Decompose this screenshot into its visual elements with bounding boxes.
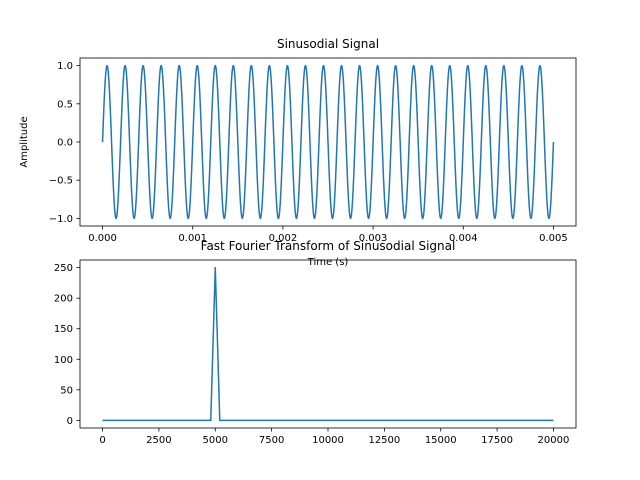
signal-ticks: 0.000 0.001 0.002 0.003 0.004 0.005 −1.0 −0.5 0.…: [49, 61, 568, 244]
fft-ytick-label: 50: [60, 385, 73, 396]
fft-xtick-label: 7500: [259, 435, 284, 446]
fft-series-line: [102, 266, 554, 422]
signal-series-line: [101, 64, 555, 220]
fft-plot: Fast Fourier Transform of Sinusodial Sig…: [54, 239, 577, 446]
signal-xtick-label: 0.000: [88, 233, 117, 244]
fft-axes-frame: [79, 259, 577, 429]
signal-ylabel: Amplitude: [19, 116, 30, 167]
signal-xtick-label: 0.004: [449, 233, 478, 244]
fft-xtick-label: 5000: [203, 435, 228, 446]
signal-plot: Sinusodial Signal 0.000 0.001 0.002 0.003 0.…: [19, 37, 577, 268]
fft-xtick-label: 10000: [312, 435, 344, 446]
fft-ytick-label: 200: [54, 294, 73, 305]
fft-ytick-label: 0: [67, 416, 73, 427]
fft-xtick-label: 20000: [538, 435, 570, 446]
signal-xtick-label: 0.002: [269, 233, 298, 244]
fft-ytick-label: 100: [54, 355, 73, 366]
signal-xlabel: Time (s): [307, 257, 349, 268]
signal-ytick-label: −1.0: [49, 214, 73, 225]
signal-axes-frame: [79, 57, 577, 227]
signal-xtick-label: 0.005: [539, 233, 568, 244]
signal-xtick-label: 0.001: [178, 233, 207, 244]
fft-xtick-label: 12500: [368, 435, 400, 446]
fft-ytick-label: 150: [54, 324, 73, 335]
signal-ytick-label: −0.5: [49, 176, 73, 187]
signal-plot-area: [101, 64, 555, 220]
fft-plot-area: [102, 266, 554, 422]
fft-xtick-label: 2500: [146, 435, 171, 446]
fft-xtick-label: 17500: [481, 435, 513, 446]
fft-xtick-label: 0: [99, 435, 105, 446]
signal-title: Sinusodial Signal: [277, 37, 379, 51]
signal-ytick-label: 0.5: [57, 99, 73, 110]
signal-ytick-label: 0.0: [57, 138, 73, 149]
fft-ticks: 0 2500 5000 7500 10000 12500 15000 17500 20000 0 5…: [54, 263, 569, 446]
fft-title: Fast Fourier Transform of Sinusodial Sig…: [201, 239, 456, 253]
fft-xtick-label: 15000: [425, 435, 457, 446]
signal-ytick-label: 1.0: [57, 61, 73, 72]
signal-xtick-label: 0.003: [359, 233, 388, 244]
fft-ytick-label: 250: [54, 263, 73, 274]
